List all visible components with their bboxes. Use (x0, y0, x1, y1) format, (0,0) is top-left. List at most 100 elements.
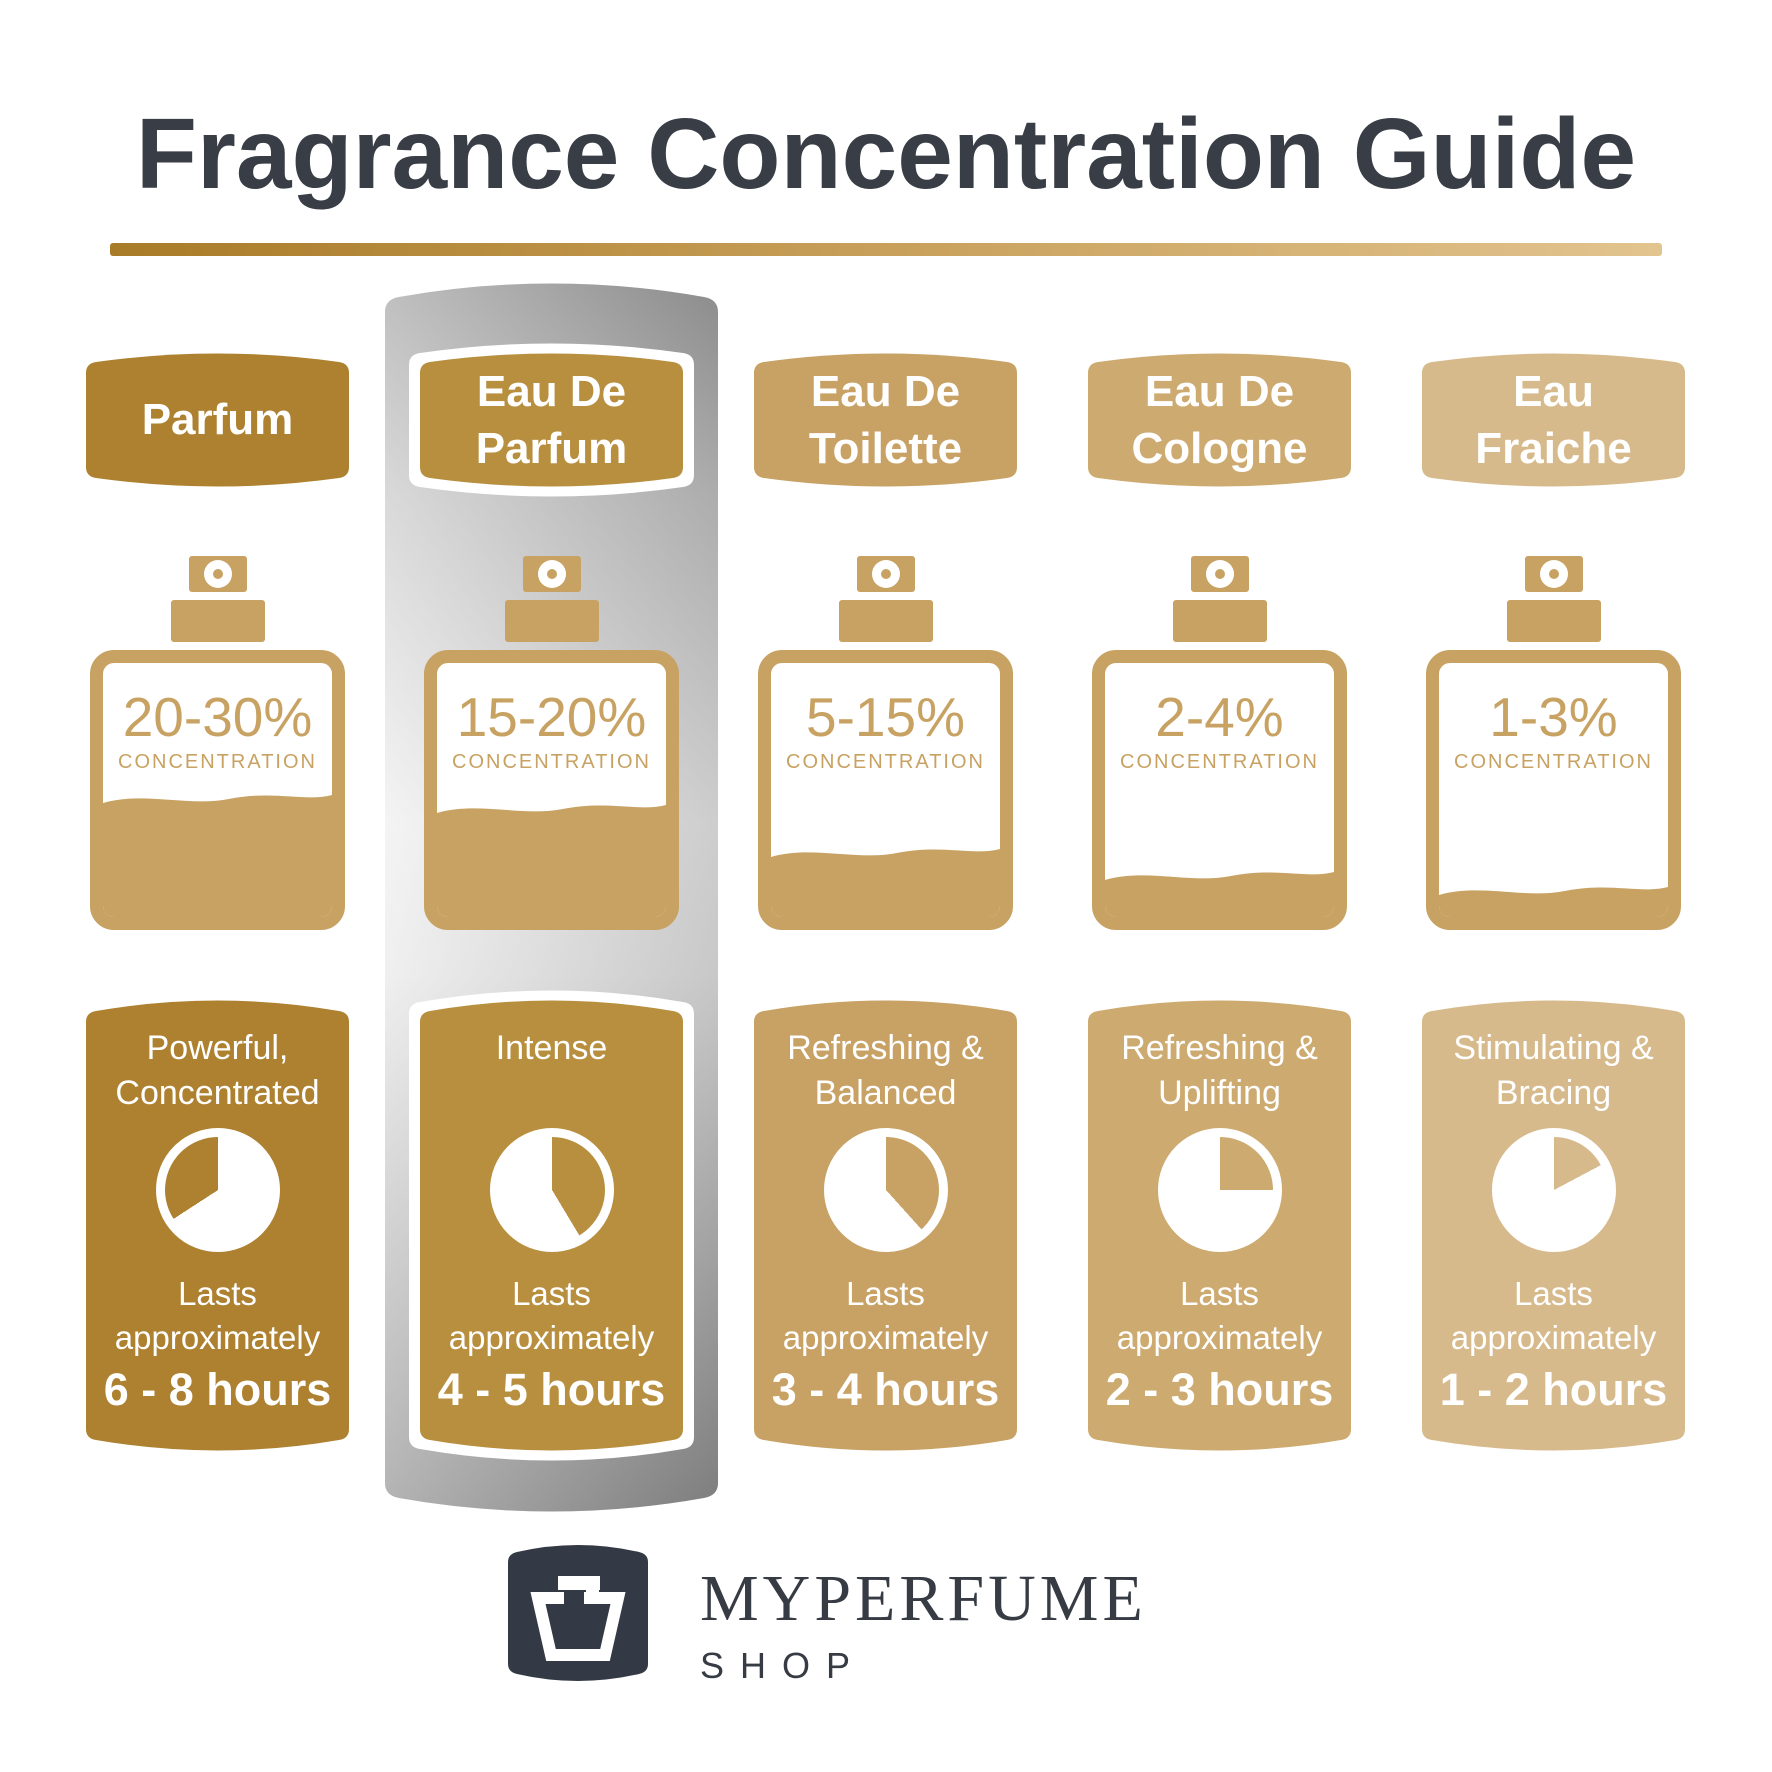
bottle-body: 2-4% CONCENTRATION (1092, 650, 1347, 930)
spray-cap (1506, 600, 1601, 642)
description-line: Balanced (814, 1073, 957, 1112)
liquid-wave (1439, 886, 1668, 902)
column-title: Eau De Toilette (809, 363, 962, 477)
nozzle-dot (212, 569, 223, 579)
column-eau-fraiche: Eau Fraiche 1-3% CONCENTRATION Stimulati… (1422, 0, 1685, 1772)
concentration-label: CONCENTRATION (452, 750, 651, 773)
liquid-fill (1105, 871, 1334, 917)
concentration-value: 2-4% (1155, 686, 1284, 748)
column-header-frame: Eau De Parfum (409, 334, 694, 506)
spray-cap (1172, 600, 1267, 642)
description-line: Refreshing & (787, 1029, 984, 1067)
duration-lasts: Lasts approximately (86, 1272, 349, 1359)
concentration-label: CONCENTRATION (1120, 750, 1319, 773)
perfume-bottle-icon: 1-3% CONCENTRATION (1422, 556, 1685, 934)
column-header: Eau De Parfum (420, 345, 683, 495)
column-title-line: Eau De (810, 366, 961, 416)
bottle-body: 20-30% CONCENTRATION (90, 650, 345, 930)
concentration-value: 20-30% (122, 686, 313, 748)
description: Intense (424, 1026, 679, 1071)
duration-lasts: Lasts approximately (754, 1272, 1017, 1359)
column-title-line: Eau De (1144, 366, 1295, 416)
column-card: Refreshing & Balanced Lasts approximatel… (754, 990, 1017, 1461)
nozzle-ring (1205, 560, 1234, 588)
liquid-fill (437, 805, 666, 917)
duration-value: 4 - 5 hours (437, 1364, 666, 1415)
column-parfum: Parfum 20-30% CONCENTRATION Powerful, Co… (86, 0, 349, 1772)
nozzle-ring (537, 560, 566, 588)
column-card: Refreshing & Uplifting Lasts approximate… (1088, 990, 1351, 1461)
column-eau-de-parfum: Eau De Parfum 15-20% CONCENTRATION Inten… (420, 0, 683, 1772)
duration-lasts-line: Lasts (1180, 1275, 1259, 1312)
column-card: Powerful, Concentrated Lasts approximate… (86, 990, 349, 1461)
column-title-line: Parfum (141, 395, 294, 445)
description: Refreshing & Balanced (758, 1026, 1013, 1116)
liquid-wave (437, 805, 666, 821)
duration-pie-icon (1158, 1128, 1282, 1252)
column-header: Eau De Toilette (754, 345, 1017, 495)
column-title-line: Cologne (1131, 424, 1308, 473)
description-line: Stimulating & (1453, 1029, 1654, 1067)
spray-nozzle-icon (188, 556, 247, 592)
description: Powerful, Concentrated (90, 1026, 345, 1116)
column-header: Eau De Cologne (1088, 345, 1351, 495)
description-line: Powerful, (146, 1029, 289, 1067)
perfume-bottle-icon: 2-4% CONCENTRATION (1088, 556, 1351, 934)
duration-lasts: Lasts approximately (420, 1272, 683, 1359)
duration-pie-icon (824, 1128, 948, 1252)
concentration-value: 1-3% (1489, 686, 1618, 748)
column-title: Eau De Parfum (476, 363, 628, 477)
column-title-line: Fraiche (1475, 424, 1632, 473)
duration-value: 1 - 2 hours (1439, 1364, 1668, 1415)
spray-nozzle-icon (522, 556, 581, 592)
description: Refreshing & Uplifting (1092, 1026, 1347, 1116)
bottle-body: 5-15% CONCENTRATION (758, 650, 1013, 930)
duration-pie-icon (1492, 1128, 1616, 1252)
nozzle-ring (203, 560, 232, 588)
duration-lasts-line: approximately (782, 1318, 989, 1356)
nozzle-dot (880, 569, 891, 579)
liquid-wave (771, 848, 1000, 864)
duration-lasts-line: Lasts (178, 1275, 257, 1312)
concentration-label: CONCENTRATION (1454, 750, 1653, 773)
column-card: Intense Lasts approximately 4 - 5 hours (420, 990, 683, 1461)
description-line: Uplifting (1158, 1073, 1281, 1112)
liquid-wave (103, 795, 332, 811)
column-eau-de-cologne: Eau De Cologne 2-4% CONCENTRATION Refres… (1088, 0, 1351, 1772)
nozzle-dot (546, 569, 557, 579)
liquid-fill (1439, 886, 1668, 917)
duration-value: 2 - 3 hours (1105, 1364, 1334, 1415)
liquid-fill (103, 795, 332, 917)
bottle-body: 1-3% CONCENTRATION (1426, 650, 1681, 930)
description-line: Concentrated (115, 1073, 320, 1112)
concentration-label: CONCENTRATION (118, 750, 317, 773)
column-title: Parfum (142, 391, 294, 448)
spray-nozzle-icon (1190, 556, 1249, 592)
duration-pie-icon (490, 1128, 614, 1252)
column-title-line: Toilette (808, 424, 963, 473)
spray-nozzle-icon (1524, 556, 1583, 592)
nozzle-ring (871, 560, 900, 588)
concentration-value: 15-20% (456, 686, 647, 748)
duration-lasts: Lasts approximately (1088, 1272, 1351, 1359)
bottle-body: 15-20% CONCENTRATION (424, 650, 679, 930)
duration-lasts-line: Lasts (512, 1275, 591, 1312)
spray-cap (504, 600, 599, 642)
concentration-value: 5-15% (806, 686, 965, 748)
perfume-bottle-icon: 15-20% CONCENTRATION (420, 556, 683, 934)
page-title: Fragrance Concentration Guide (135, 98, 1637, 210)
description-line: Bracing (1495, 1073, 1612, 1112)
description-line: Intense (495, 1029, 608, 1067)
column-eau-de-toilette: Eau De Toilette 5-15% CONCENTRATION Refr… (754, 0, 1017, 1772)
column-card: Stimulating & Bracing Lasts approximatel… (1422, 990, 1685, 1461)
brand-logo-badge (508, 1538, 648, 1688)
brand-sub: SHOP (700, 1645, 867, 1686)
perfume-bottle-icon: 5-15% CONCENTRATION (754, 556, 1017, 934)
description-line: Refreshing & (1121, 1029, 1318, 1067)
nozzle-dot (1214, 569, 1225, 579)
column-title: Eau Fraiche (1475, 363, 1632, 477)
liquid-wave (1105, 871, 1334, 887)
duration-lasts-line: Lasts (1514, 1275, 1593, 1312)
perfume-bottle-icon: 20-30% CONCENTRATION (86, 556, 349, 934)
